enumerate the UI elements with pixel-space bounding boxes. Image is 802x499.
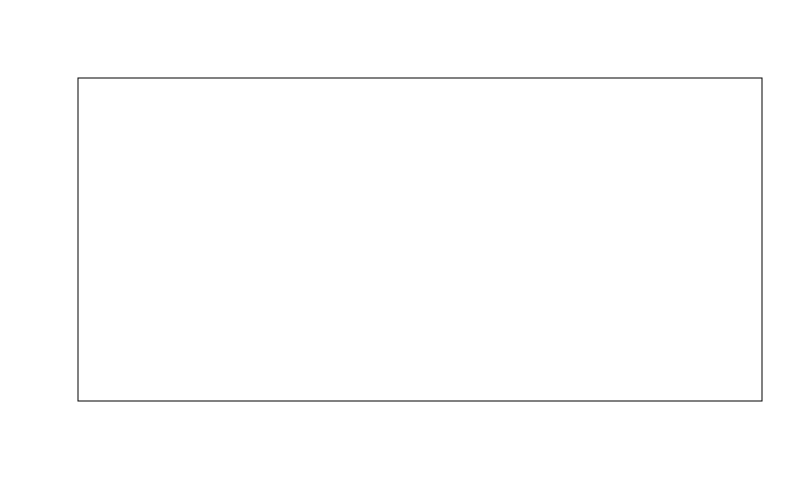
plot-frame [77,77,763,402]
